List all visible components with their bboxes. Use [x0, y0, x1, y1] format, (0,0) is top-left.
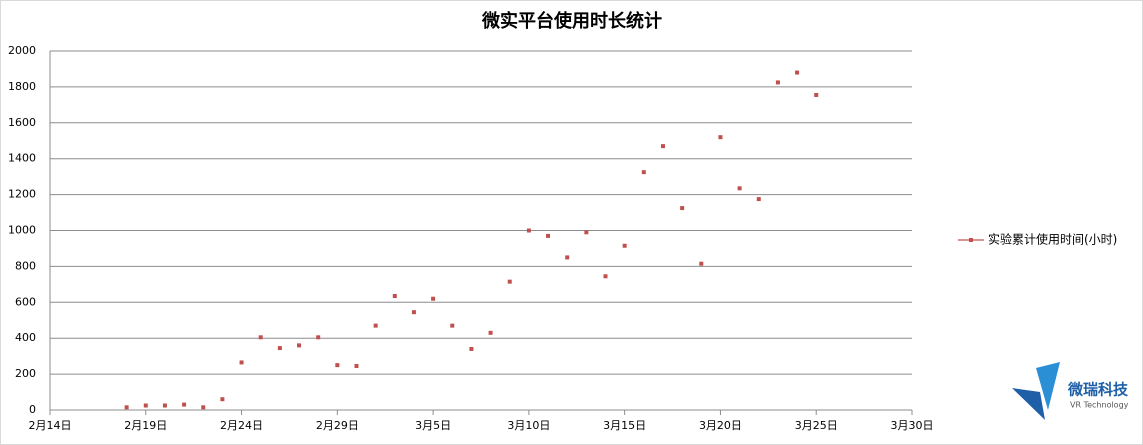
x-tick-label: 3月30日	[891, 419, 934, 432]
data-point	[277, 346, 282, 351]
data-point	[411, 310, 416, 315]
data-point	[546, 233, 551, 238]
data-point	[488, 330, 493, 335]
y-tick-label: 0	[29, 403, 36, 416]
data-point	[469, 346, 474, 351]
data-point	[316, 335, 321, 340]
data-point	[239, 360, 244, 365]
data-point	[641, 170, 646, 175]
y-tick-label: 1400	[8, 152, 36, 165]
data-point	[431, 296, 436, 301]
data-point	[143, 403, 148, 408]
y-tick-label: 600	[15, 295, 36, 308]
data-point	[258, 335, 263, 340]
y-tick-label: 400	[15, 331, 36, 344]
data-point	[297, 343, 302, 348]
y-tick-label: 1600	[8, 116, 36, 129]
data-point	[680, 206, 685, 211]
data-point	[584, 230, 589, 235]
data-point	[775, 80, 780, 85]
y-tick-label: 200	[15, 367, 36, 380]
data-point	[507, 279, 512, 284]
data-point	[622, 243, 627, 248]
logo: 微瑞科技 VR Technology	[1012, 362, 1129, 420]
x-tick-label: 2月29日	[316, 419, 359, 432]
data-point	[565, 255, 570, 260]
data-point	[737, 186, 742, 191]
logo-subtitle: VR Technology	[1070, 401, 1129, 410]
x-tick-label: 2月19日	[124, 419, 167, 432]
data-point	[699, 261, 704, 266]
data-point	[354, 364, 359, 369]
data-point	[201, 405, 206, 410]
logo-name: 微瑞科技	[1067, 381, 1129, 399]
x-tick-label: 3月5日	[415, 419, 451, 432]
data-point	[162, 403, 167, 408]
data-point	[660, 144, 665, 149]
data-point	[450, 323, 455, 328]
chart-title: 微实平台使用时长统计	[481, 10, 662, 32]
x-tick-label: 3月20日	[699, 419, 742, 432]
data-point	[182, 402, 187, 407]
x-tick-label: 2月14日	[29, 419, 72, 432]
data-point	[814, 92, 819, 97]
logo-mark	[1036, 362, 1060, 410]
data-point	[756, 197, 761, 202]
data-point	[373, 323, 378, 328]
data-point	[220, 397, 225, 402]
legend-marker	[969, 238, 973, 242]
legend-label: 实验累计使用时间(小时)	[988, 232, 1117, 247]
data-point	[718, 135, 723, 140]
data-point	[392, 294, 397, 299]
y-tick-label: 800	[15, 259, 36, 272]
x-tick-label: 3月25日	[795, 419, 838, 432]
data-point	[335, 363, 340, 368]
data-point	[124, 405, 129, 410]
y-tick-label: 1000	[8, 224, 36, 237]
y-tick-label: 2000	[8, 44, 36, 57]
x-tick-label: 2月24日	[220, 419, 263, 432]
x-tick-label: 3月10日	[507, 419, 550, 432]
logo-mark	[1012, 388, 1045, 420]
data-point	[795, 70, 800, 75]
y-tick-label: 1800	[8, 80, 36, 93]
data-point	[526, 228, 531, 233]
y-tick-label: 1200	[8, 188, 36, 201]
data-point	[603, 274, 608, 279]
x-tick-label: 3月15日	[603, 419, 646, 432]
